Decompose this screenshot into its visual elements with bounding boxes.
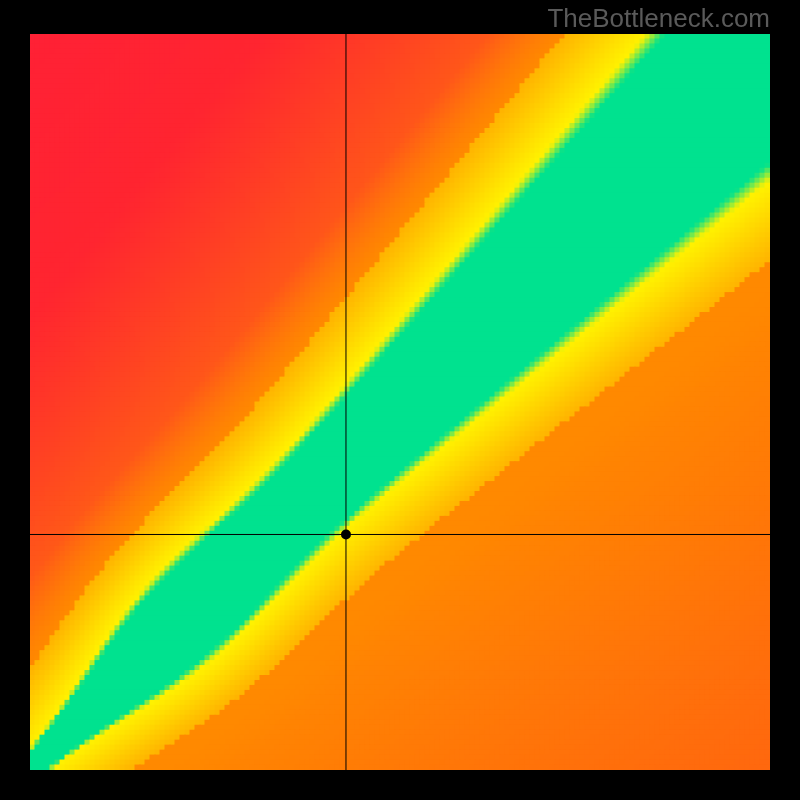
heatmap-canvas bbox=[0, 0, 800, 800]
bottleneck-heatmap bbox=[0, 0, 800, 800]
